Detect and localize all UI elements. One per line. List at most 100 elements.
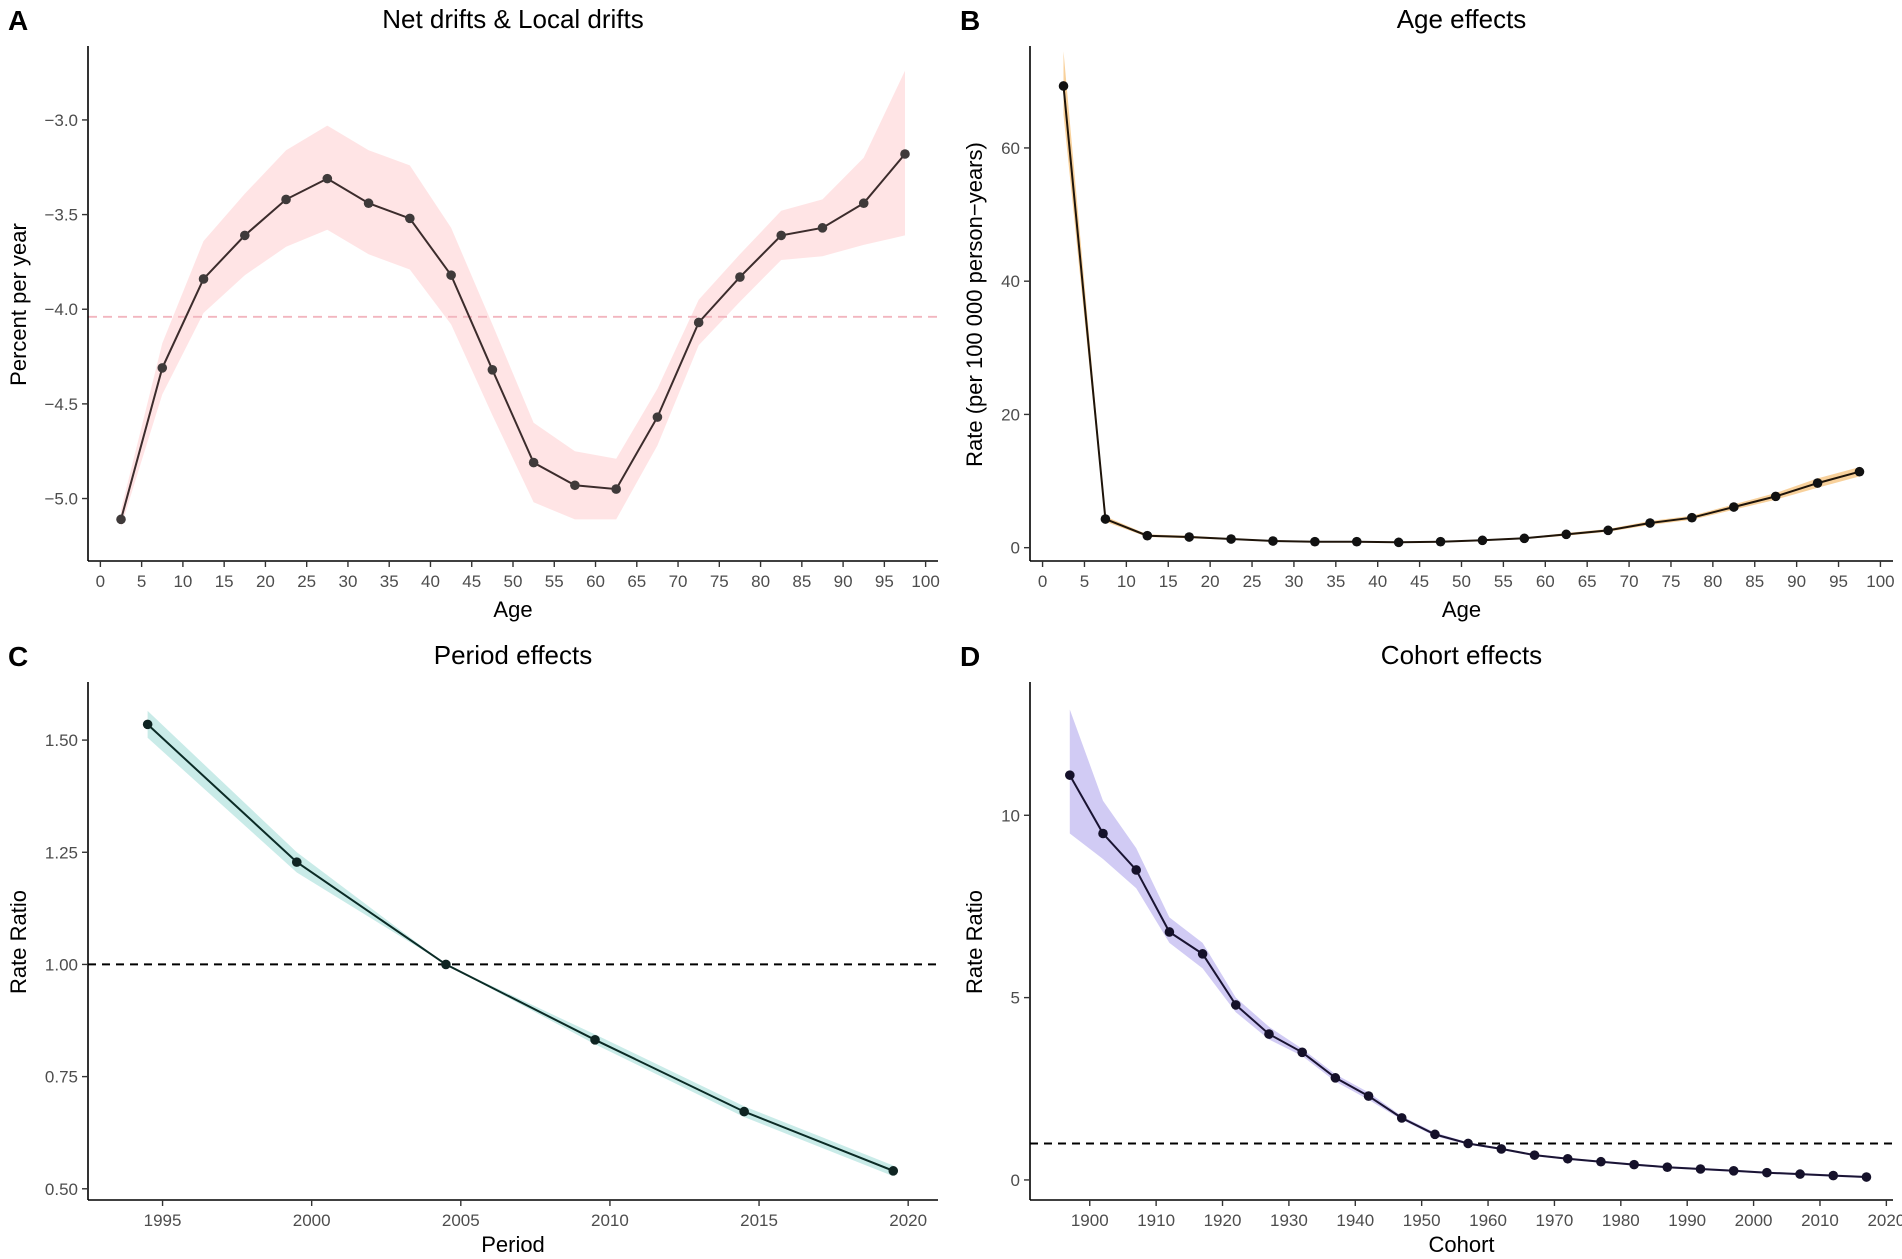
x-tick-label: 85 [792,572,811,591]
panel-title: Period effects [434,640,593,670]
y-tick-label: 10 [1001,806,1020,825]
data-point [1396,1113,1407,1123]
x-tick-label: 10 [173,572,192,591]
series-line [146,723,894,1172]
data-point [1828,1170,1839,1181]
y-tick-label: 20 [1001,405,1020,424]
y-tick-label: 0.75 [45,1068,78,1087]
data-point [1562,1153,1573,1164]
x-tick-label: 80 [751,572,770,591]
x-tick-label: 65 [627,572,646,591]
panel-title: Cohort effects [1381,640,1542,670]
x-tick-label: 0 [96,572,105,591]
data-point [1098,828,1108,839]
x-tick-label: 45 [462,572,481,591]
data-point [1268,536,1278,546]
panel-b: 0 5 10 15 20 25 30 35 40 45 50 55 60 65 70 75 80 85 90 95 10… [960,4,1895,622]
panel-letter: D [960,641,980,672]
y-tick-label: 5 [1011,989,1020,1008]
x-axis-title: Cohort [1428,1232,1494,1257]
x-tick-label: 100 [1866,572,1894,591]
x-tick-label: 20 [256,572,275,591]
data-point [900,149,910,159]
data-point [1264,1029,1274,1039]
data-point [198,274,209,284]
panel-letter: B [960,5,980,36]
data-point [1529,1150,1540,1160]
data-point [693,317,704,328]
data-point [487,365,498,375]
data-point [1861,1172,1872,1182]
x-axis-title: Period [481,1232,545,1257]
x-tick-label: 30 [1284,572,1303,591]
data-point [888,1166,899,1176]
data-point [1297,1047,1307,1058]
x-tick-label: 50 [1452,572,1471,591]
y-axis-title: Rate (per 100 000 person−years) [962,142,987,467]
confidence-band [1069,709,1867,1179]
confidence-band [121,70,905,527]
data-point [590,1035,600,1045]
x-tick-label: 90 [834,572,853,591]
confidence-band [147,710,894,1177]
data-point [1695,1164,1706,1174]
x-tick-label: 40 [1368,572,1387,591]
data-point [1729,502,1739,512]
x-axis-title: Age [1442,597,1481,622]
data-point [1854,466,1865,477]
data-point [1131,865,1142,875]
data-point [1762,1167,1772,1178]
x-tick-label: 70 [1620,572,1639,591]
data-point [322,173,333,184]
x-tick-label: 5 [1080,572,1089,591]
panel-letter: A [8,5,28,36]
y-tick-label: −5.0 [44,490,78,509]
x-tick-label: 30 [338,572,357,591]
x-tick-label: 1970 [1536,1211,1574,1230]
data-point [570,480,580,491]
data-point [1230,1000,1241,1010]
data-point [1687,512,1697,523]
panel-title: Net drifts & Local drifts [382,4,644,34]
confidence-band [1063,51,1860,544]
y-tick-label: 1.00 [45,955,78,974]
data-point [1142,530,1153,541]
data-point [446,270,456,280]
x-tick-label: 2000 [293,1211,331,1230]
data-point [1100,514,1111,524]
x-tick-label: 1950 [1403,1211,1441,1230]
x-axis-title: Age [493,597,532,622]
x-tick-label: 60 [586,572,605,591]
data-point [291,857,302,867]
data-point [1184,532,1194,542]
y-tick-label: −4.0 [44,300,78,319]
series-line [1068,774,1867,1178]
x-tick-label: 50 [504,572,523,591]
data-point [1812,478,1823,488]
x-tick-label: 55 [1494,572,1513,591]
y-tick-label: −4.5 [44,395,78,414]
x-tick-label: 100 [911,572,939,591]
x-tick-label: 1900 [1071,1211,1109,1230]
data-point [1363,1091,1374,1101]
y-tick-label: 40 [1001,272,1020,291]
data-point [1310,536,1320,547]
panel-title: Age effects [1397,4,1527,34]
y-tick-label: 0.50 [45,1180,78,1199]
series-line [120,153,906,520]
data-point [735,272,745,282]
data-point [1603,525,1613,536]
data-point [776,230,787,241]
data-point [817,223,828,233]
data-point [1430,1129,1440,1140]
y-tick-label: 0 [1011,539,1020,558]
x-tick-label: 2020 [1867,1211,1902,1230]
y-tick-label: 1.25 [45,843,78,862]
data-point [441,959,451,970]
data-point [1645,518,1655,528]
data-point [157,363,168,373]
x-tick-label: 95 [875,572,894,591]
data-point [363,198,374,209]
x-tick-label: 1960 [1469,1211,1507,1230]
